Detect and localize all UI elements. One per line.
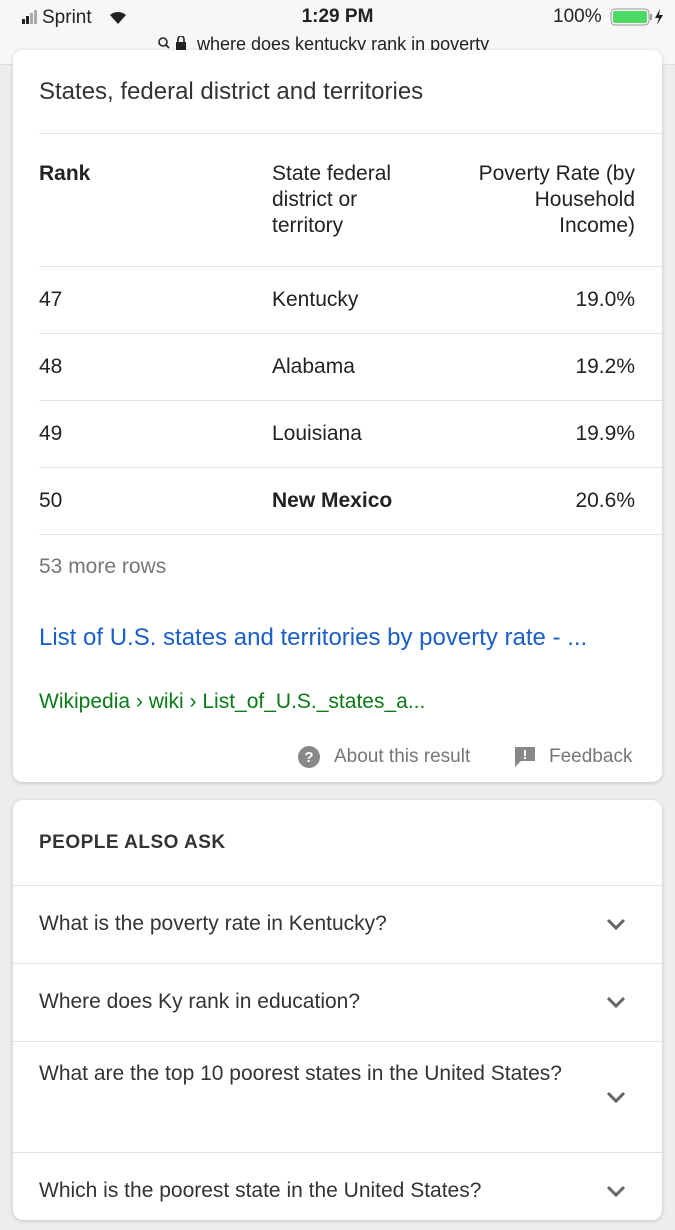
question-row[interactable]: Where does Ky rank in education?	[13, 963, 662, 1041]
divider	[39, 133, 662, 134]
header-cell: Rank	[39, 162, 91, 185]
rank-cell: 49	[39, 422, 63, 445]
more-rows[interactable]: 53 more rows	[39, 555, 167, 578]
rate-cell: 19.0%	[575, 288, 635, 311]
chevron	[606, 1091, 626, 1103]
divider	[39, 333, 662, 334]
link-title[interactable]: List of U.S. states and territories by p…	[39, 624, 588, 651]
divider	[39, 400, 662, 401]
carrier: Sprint	[42, 7, 92, 28]
people-also-ask-card: PEOPLE ALSO ASK What is the poverty rate…	[13, 800, 662, 1220]
divider	[39, 467, 662, 468]
rate-cell: 19.9%	[575, 422, 635, 445]
question: What are the top 10 poorest states in th…	[39, 1062, 562, 1085]
url[interactable]: where does kentucky rank in poverty	[197, 34, 490, 54]
feedback-icon	[515, 747, 535, 767]
divider	[39, 266, 662, 267]
state-cell: Louisiana	[272, 422, 362, 445]
battery-percent: 100%	[553, 6, 602, 27]
clock: 1:29 PM	[301, 6, 374, 27]
paa-title: PEOPLE ALSO ASK	[39, 832, 226, 853]
divider	[13, 1041, 662, 1042]
battery-icon	[610, 8, 663, 26]
page: {"status_bar":{"carrier":"Sprint","time"…	[0, 6, 675, 1220]
divider	[13, 963, 662, 964]
chevron	[606, 1185, 626, 1197]
feedback[interactable]: Feedback	[549, 746, 633, 767]
signal-icon	[22, 10, 37, 24]
rank-cell: 50	[39, 489, 63, 512]
question: Which is the poorest state in the United…	[39, 1179, 482, 1202]
breadcrumb[interactable]: Wikipedia › wiki › List_of_U.S._states_a…	[39, 690, 426, 713]
divider	[13, 885, 662, 886]
question: Where does Ky rank in education?	[39, 990, 361, 1013]
state-cell: New Mexico	[272, 489, 393, 512]
about-result[interactable]: About this result	[334, 746, 471, 767]
state-cell: Kentucky	[272, 288, 359, 311]
question-row[interactable]: Which is the poorest state in the United…	[13, 1152, 662, 1230]
rate-cell: 20.6%	[575, 489, 635, 512]
svg-text:?: ?	[304, 749, 313, 766]
header-cell: State federal district or territory	[272, 162, 392, 237]
question-row[interactable]: What are the top 10 poorest states in th…	[13, 1041, 662, 1152]
chevron	[606, 918, 626, 930]
result-card: States, federal district and territories…	[13, 50, 662, 782]
help-icon: ?	[298, 746, 320, 768]
header-cell: Poverty Rate (by Household Income)	[478, 162, 635, 237]
lock-icon	[158, 36, 186, 50]
chevron	[606, 996, 626, 1008]
question: What is the poverty rate in Kentucky?	[39, 912, 387, 935]
rate-cell: 19.2%	[575, 355, 635, 378]
state-cell: Alabama	[272, 355, 355, 378]
rank-cell: 47	[39, 288, 63, 311]
wifi-icon	[110, 11, 126, 24]
rank-cell: 48	[39, 355, 63, 378]
heading: States, federal district and territories	[39, 78, 424, 105]
question-row[interactable]: What is the poverty rate in Kentucky?	[13, 885, 662, 963]
divider	[39, 534, 662, 535]
divider	[13, 1152, 662, 1153]
